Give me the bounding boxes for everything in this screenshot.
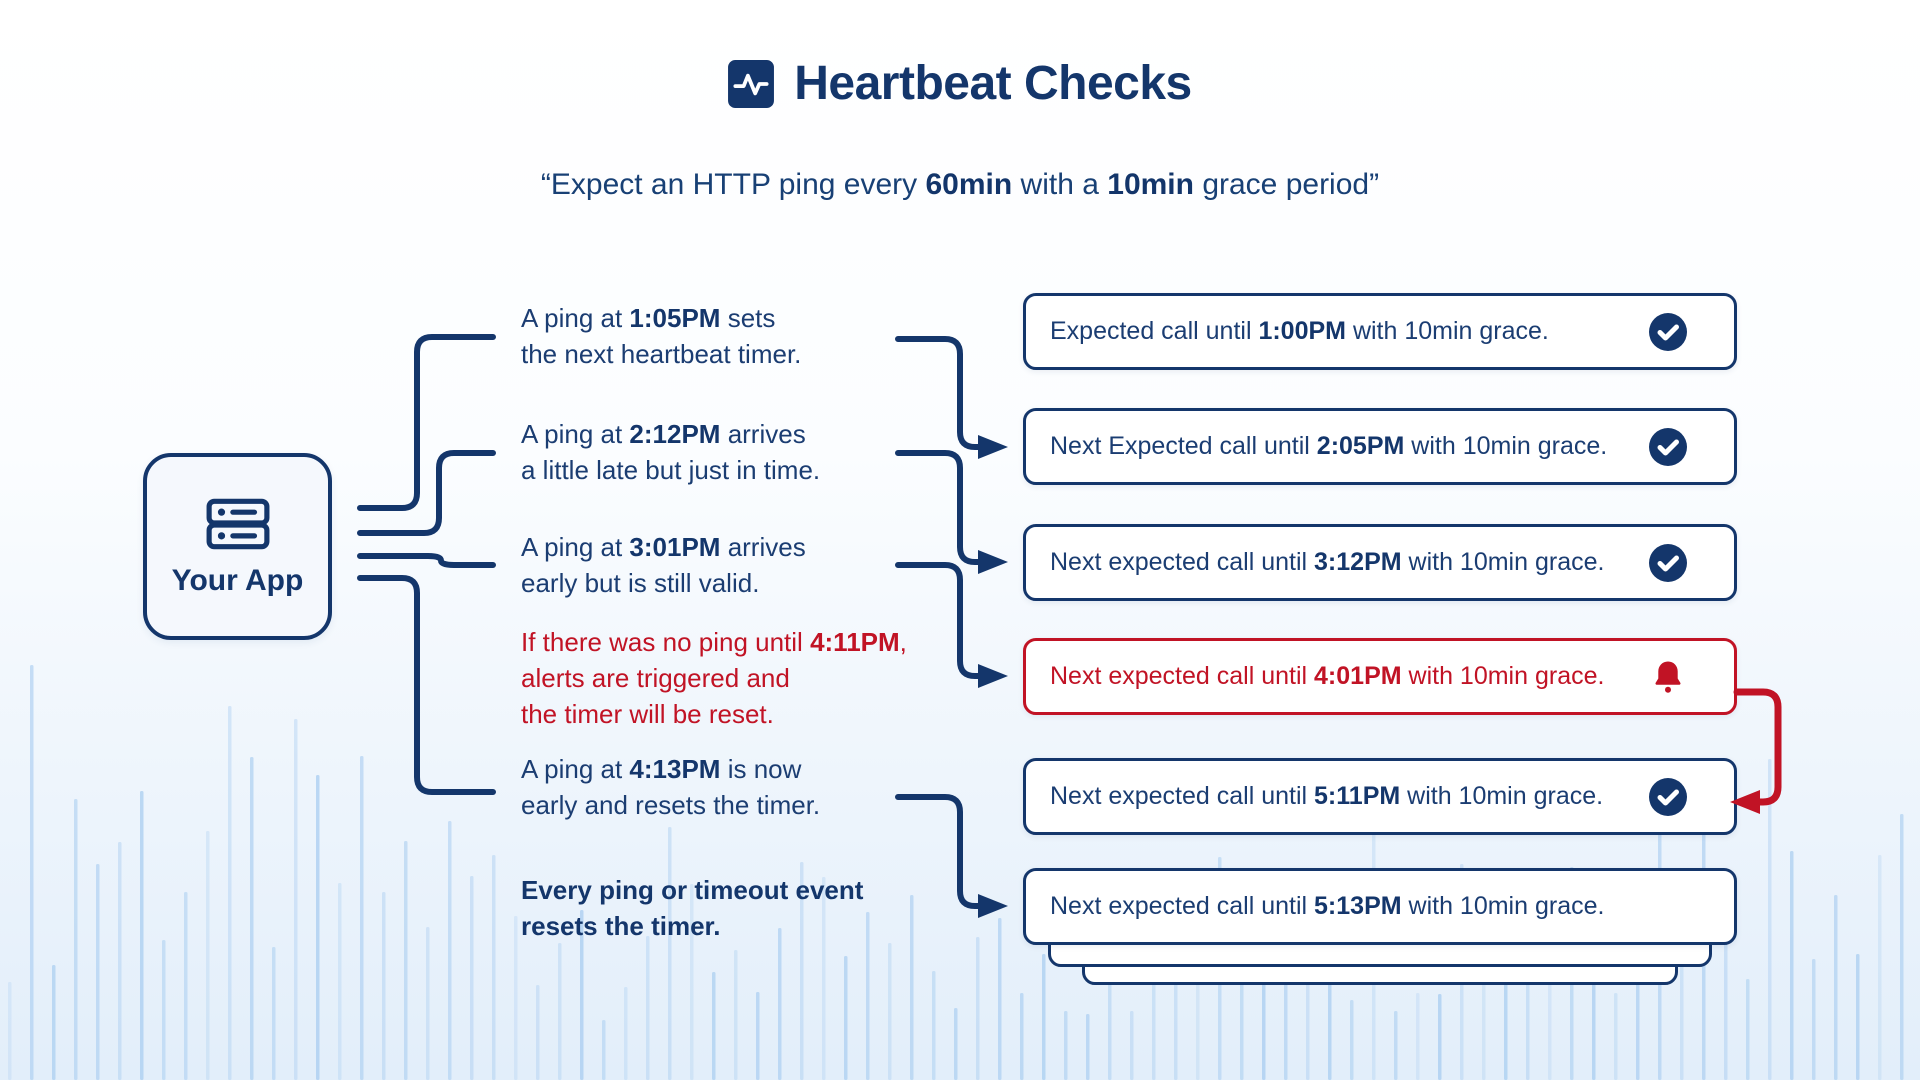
note-ping-212: A ping at 2:12PM arrives a little late bu… <box>521 419 821 485</box>
note-timeout-411: If there was no ping until 4:11PM, alerts… <box>521 627 907 729</box>
note-ping-301: A ping at 3:01PM arrives early but is sti… <box>521 532 806 598</box>
check-box-until-513: Next expected call until 5:13PM with 10m… <box>1023 868 1737 945</box>
heartbeat-pulse-icon <box>728 59 775 108</box>
note-ping-413: A ping at 4:13PM is now early and resets … <box>521 754 821 820</box>
check-circle-icon <box>1648 312 1688 352</box>
check-box-text: Expected call until 1:00PM with 10min gr… <box>1050 317 1549 345</box>
check-box-until-401: Next expected call until 4:01PM with 10m… <box>1023 638 1737 715</box>
alert-bell-icon <box>1648 657 1688 697</box>
check-circle-icon <box>1648 543 1688 583</box>
server-icon <box>205 496 271 552</box>
check-box-text: Next expected call until 5:13PM with 10m… <box>1050 892 1605 920</box>
note-reset-rule: Every ping or timeout event resets the ti… <box>521 875 864 941</box>
check-box-text: Next expected call until 3:12PM with 10m… <box>1050 548 1605 576</box>
check-box-text: Next expected call until 4:01PM with 10m… <box>1050 662 1605 690</box>
check-circle-icon <box>1648 427 1688 467</box>
page-subtitle: “Expect an HTTP ping every 60min with a … <box>540 168 1380 201</box>
your-app-box: Your App <box>143 453 332 640</box>
check-box-text: Next Expected call until 2:05PM with 10m… <box>1050 432 1608 460</box>
check-box-text: Next expected call until 5:11PM with 10m… <box>1050 782 1604 810</box>
your-app-label: Your App <box>171 563 304 597</box>
check-box-until-100: Expected call until 1:00PM with 10min gr… <box>1023 293 1737 370</box>
check-box-until-312: Next expected call until 3:12PM with 10m… <box>1023 524 1737 601</box>
page-title: Heartbeat Checks <box>794 57 1192 110</box>
check-circle-icon <box>1648 777 1688 817</box>
check-box-until-205: Next Expected call until 2:05PM with 10m… <box>1023 408 1737 485</box>
check-box-until-511: Next expected call until 5:11PM with 10m… <box>1023 758 1737 835</box>
note-ping-105: A ping at 1:05PM sets the next heartbeat … <box>521 303 802 369</box>
